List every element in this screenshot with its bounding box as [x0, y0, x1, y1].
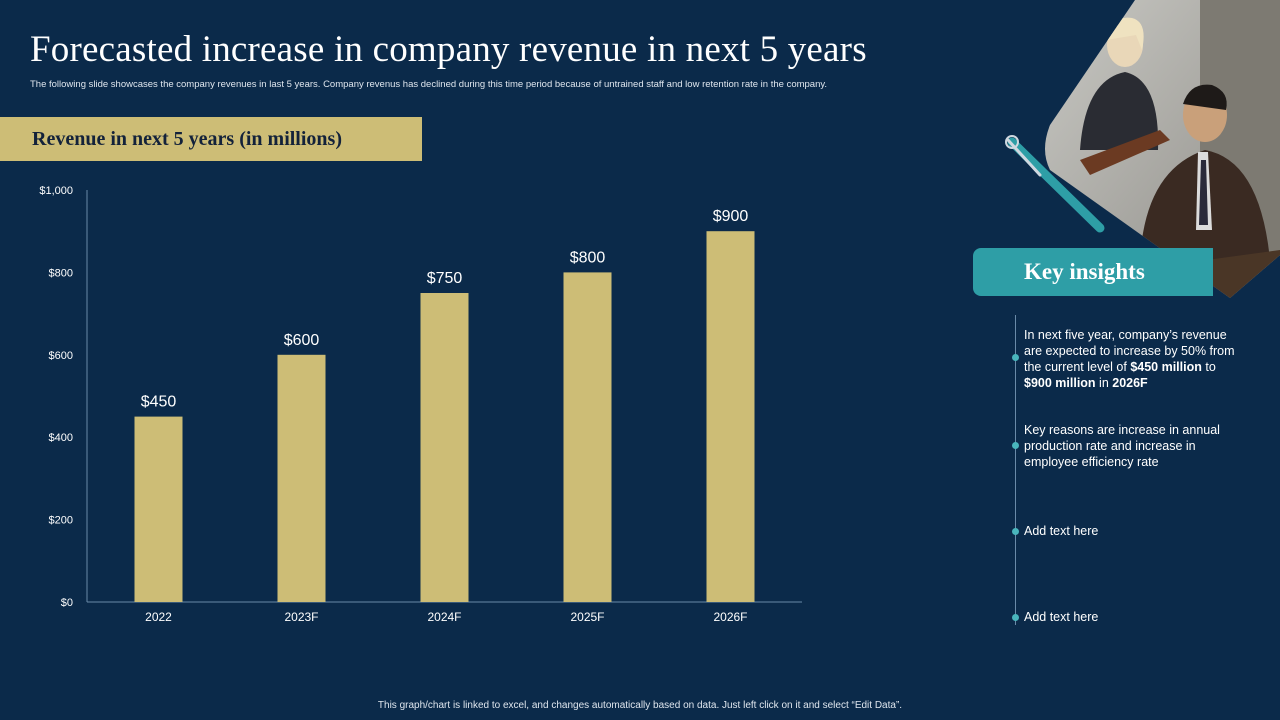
y-tick-label: $200 — [49, 515, 73, 527]
insight-text: to — [1201, 360, 1216, 374]
revenue-bar-chart: $0 $200 $400 $600 $800 $1,000 $450 2022 $600 2023… — [39, 185, 802, 624]
insight-bullet-dot — [1012, 442, 1019, 449]
bar-data-label: $800 — [570, 249, 606, 266]
y-tick-label: $1,000 — [39, 185, 73, 197]
y-tick-label: $800 — [49, 267, 73, 279]
bar-data-label: $750 — [427, 270, 463, 287]
key-insights-heading: Key insights — [1024, 259, 1145, 284]
chart-heading-banner: Revenue in next 5 years (in millions) — [0, 117, 422, 161]
insight-bullet-dot — [1012, 528, 1019, 535]
x-tick-label: 2026F — [713, 610, 747, 624]
y-tick-label: $600 — [49, 350, 73, 362]
bar — [563, 272, 612, 602]
bar — [277, 354, 326, 602]
insight-bullet-dot — [1012, 614, 1019, 621]
key-insights-tab: Key insights — [973, 248, 1213, 296]
x-tick-label: 2025F — [570, 610, 604, 624]
x-tick-label: 2024F — [427, 610, 461, 624]
slide-title: Forecasted increase in company revenue i… — [30, 29, 867, 70]
bar-data-label: $450 — [141, 394, 177, 411]
insights-timeline — [1015, 315, 1016, 625]
insight-item: Add text here — [1024, 523, 1244, 539]
insight-item: In next five year, company’s revenue are… — [1024, 327, 1244, 391]
insight-bullet-dot — [1012, 354, 1019, 361]
y-tick-label: $400 — [49, 432, 73, 444]
insight-item: Key reasons are increase in annual produ… — [1024, 422, 1244, 470]
slide-subtitle: The following slide showcases the compan… — [30, 79, 828, 90]
insight-text: Key reasons are increase in annual produ… — [1024, 423, 1220, 469]
insight-text: Add text here — [1024, 524, 1099, 538]
bar — [134, 416, 183, 602]
chart-heading-text: Revenue in next 5 years (in millions) — [32, 127, 342, 150]
footer-note: This graph/chart is linked to excel, and… — [377, 700, 903, 711]
bar — [706, 231, 755, 602]
insight-item: Add text here — [1024, 609, 1244, 625]
insight-text: In next five year, company’s revenue are… — [1024, 328, 1235, 374]
bar-data-label: $600 — [284, 332, 320, 349]
x-tick-label: 2023F — [284, 610, 318, 624]
insight-text: in — [1095, 376, 1113, 390]
insight-bold-text: $450 million — [1130, 360, 1202, 374]
bar — [420, 293, 469, 602]
y-tick-label: $0 — [61, 597, 73, 609]
insight-text: Add text here — [1024, 610, 1099, 624]
x-tick-label: 2022 — [145, 610, 172, 624]
insight-bold-text: 2026F — [1112, 376, 1148, 390]
bar-data-label: $900 — [713, 208, 749, 225]
insight-bold-text: $900 million — [1024, 376, 1096, 390]
pen-icon — [1005, 135, 1105, 233]
